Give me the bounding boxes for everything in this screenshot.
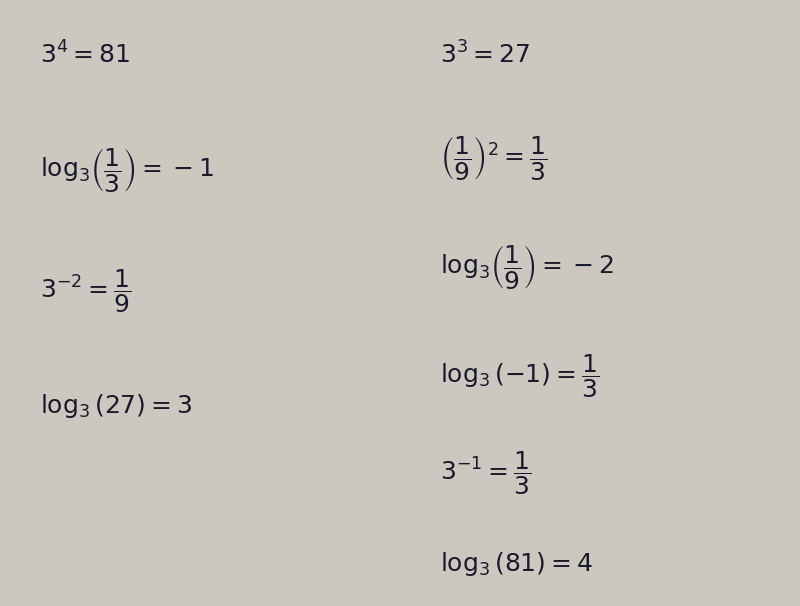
Text: $\log_3(-1) = \dfrac{1}{3}$: $\log_3(-1) = \dfrac{1}{3}$ (440, 352, 599, 399)
Text: $3^{-2} = \dfrac{1}{9}$: $3^{-2} = \dfrac{1}{9}$ (40, 267, 131, 315)
Text: $\log_3\!\left(\dfrac{1}{3}\right) = -1$: $\log_3\!\left(\dfrac{1}{3}\right) = -1$ (40, 145, 214, 194)
Text: $\log_3(27) = 3$: $\log_3(27) = 3$ (40, 392, 192, 420)
Text: $3^{-1} = \dfrac{1}{3}$: $3^{-1} = \dfrac{1}{3}$ (440, 449, 531, 496)
Text: $\log_3\!\left(\dfrac{1}{9}\right) = -2$: $\log_3\!\left(\dfrac{1}{9}\right) = -2$ (440, 242, 614, 291)
Text: $3^3 = 27$: $3^3 = 27$ (440, 41, 530, 68)
Text: $\left(\dfrac{1}{9}\right)^2 = \dfrac{1}{3}$: $\left(\dfrac{1}{9}\right)^2 = \dfrac{1}… (440, 133, 547, 182)
Text: $3^4 = 81$: $3^4 = 81$ (40, 41, 130, 68)
Text: $\log_3(81) = 4$: $\log_3(81) = 4$ (440, 550, 593, 578)
